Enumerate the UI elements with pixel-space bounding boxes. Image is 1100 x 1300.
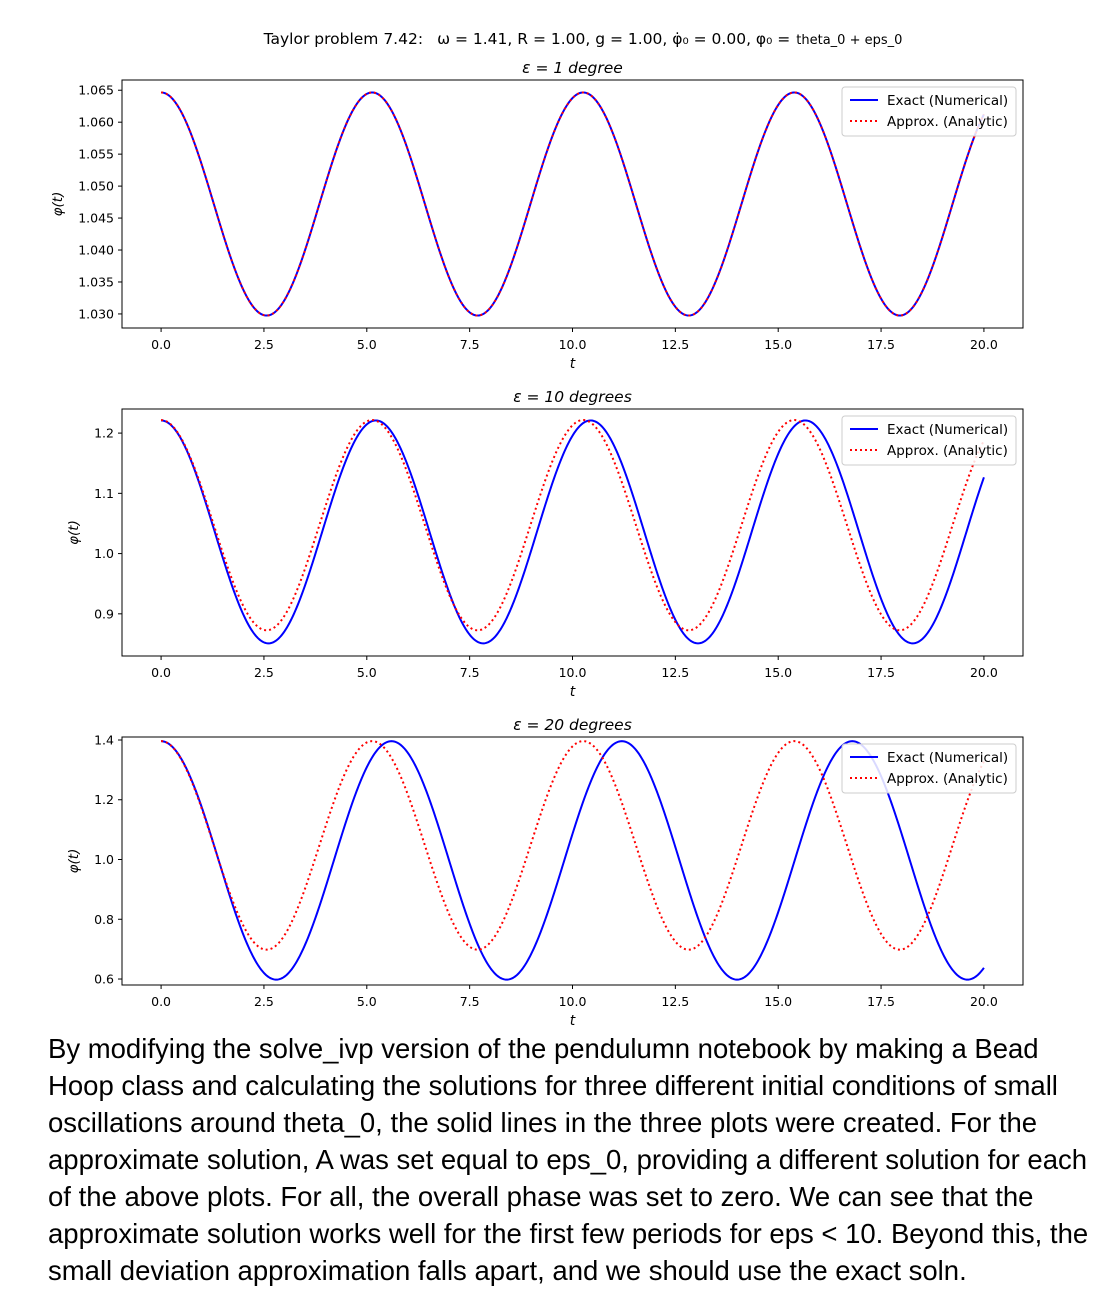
x-tick-label: 15.0: [764, 665, 792, 680]
x-tick-label: 15.0: [764, 337, 792, 352]
legend-approx-label: Approx. (Analytic): [887, 114, 1008, 130]
x-tick-label: 12.5: [661, 665, 689, 680]
y-axis-label: φ(t): [66, 520, 82, 545]
legend-exact-label: Exact (Numerical): [887, 93, 1008, 109]
x-axis-label: t: [570, 684, 576, 700]
x-tick-label: 12.5: [661, 994, 689, 1009]
legend-approx-label: Approx. (Analytic): [887, 443, 1008, 459]
y-tick-label: 1.0: [94, 852, 114, 867]
x-tick-label: 10.0: [559, 994, 587, 1009]
approx-series-line: [161, 91, 985, 317]
y-tick-label: 1.2: [94, 792, 114, 807]
x-tick-label: 15.0: [764, 994, 792, 1009]
x-tick-label: 7.5: [460, 994, 480, 1009]
chart-title: ε = 10 degrees: [513, 388, 632, 406]
chart-title: ε = 20 degrees: [513, 716, 632, 734]
figure-caption: By modifying the solve_ivp version of th…: [48, 1033, 1089, 1286]
chart-panels: ε = 1 degree 0.0 2.5 5.0 7.5 10.0 12.5 15.0 17.5…: [50, 59, 1024, 1029]
exact-series-line: [161, 740, 985, 981]
y-tick-label: 0.8: [94, 912, 114, 927]
y-axis-label: φ(t): [50, 192, 66, 217]
x-tick-label: 2.5: [254, 337, 274, 352]
y-tick-label: 0.9: [94, 606, 114, 621]
x-tick-label: 17.5: [867, 994, 895, 1009]
y-tick-label: 1.035: [78, 274, 114, 289]
chart-1: ε = 1 degree 0.0 2.5 5.0 7.5 10.0 12.5 15.0 17.5…: [50, 59, 1024, 372]
x-tick-label: 0.0: [151, 994, 171, 1009]
x-axis-label: t: [570, 356, 576, 372]
x-tick-label: 2.5: [254, 665, 274, 680]
x-tick-label: 10.0: [559, 337, 587, 352]
x-tick-label: 20.0: [970, 994, 998, 1009]
y-tick-label: 1.030: [78, 306, 114, 321]
y-tick-label: 1.4: [94, 732, 114, 747]
legend-box: [841, 743, 1017, 794]
y-tick-label: 1.045: [78, 211, 114, 226]
exact-series-line: [161, 419, 985, 645]
chart-3: ε = 20 degrees 0.0 2.5 5.0 7.5 10.0 12.5 15.0 17…: [66, 716, 1024, 1029]
x-tick-label: 7.5: [460, 665, 480, 680]
y-tick-label: 1.050: [78, 179, 114, 194]
legend-exact-label: Exact (Numerical): [887, 422, 1008, 438]
x-tick-label: 0.0: [151, 337, 171, 352]
x-tick-label: 2.5: [254, 994, 274, 1009]
approx-series-line: [161, 740, 985, 951]
x-tick-label: 5.0: [357, 337, 377, 352]
legend-box: [841, 86, 1017, 137]
suptitle-prefix: Taylor problem 7.42:: [263, 30, 423, 48]
suptitle-suffix: theta_0 + eps_0: [796, 33, 902, 48]
y-tick-label: 0.6: [94, 972, 114, 987]
y-tick-label: 1.0: [94, 546, 114, 561]
suptitle-params: ω = 1.41, R = 1.00, g = 1.00, φ̇₀ = 0.00…: [437, 30, 790, 48]
y-tick-label: 1.060: [78, 115, 114, 130]
x-tick-label: 17.5: [867, 665, 895, 680]
x-tick-label: 20.0: [970, 665, 998, 680]
x-tick-label: 5.0: [357, 665, 377, 680]
x-tick-label: 7.5: [460, 337, 480, 352]
y-axis-label: φ(t): [66, 849, 82, 874]
approx-series-line: [161, 419, 985, 632]
x-tick-label: 20.0: [970, 337, 998, 352]
y-tick-label: 1.065: [78, 83, 114, 98]
y-tick-label: 1.2: [94, 426, 114, 441]
x-tick-label: 0.0: [151, 665, 171, 680]
x-axis-label: t: [570, 1013, 576, 1029]
figure: Taylor problem 7.42: ω = 1.41, R = 1.00, …: [50, 30, 1024, 1029]
y-tick-label: 1.055: [78, 147, 114, 162]
chart-title: ε = 1 degree: [522, 59, 623, 77]
x-tick-label: 10.0: [559, 665, 587, 680]
y-tick-label: 1.040: [78, 243, 114, 258]
y-tick-label: 1.1: [94, 486, 114, 501]
x-tick-label: 5.0: [357, 994, 377, 1009]
chart-2: ε = 10 degrees 0.0 2.5 5.0 7.5 10.0 12.5 15.0 17…: [66, 388, 1024, 700]
legend-exact-label: Exact (Numerical): [887, 750, 1008, 766]
x-tick-label: 12.5: [661, 337, 689, 352]
legend-approx-label: Approx. (Analytic): [887, 771, 1008, 787]
figure-suptitle: Taylor problem 7.42: ω = 1.41, R = 1.00, …: [263, 30, 903, 48]
x-tick-label: 17.5: [867, 337, 895, 352]
legend-box: [841, 415, 1017, 466]
